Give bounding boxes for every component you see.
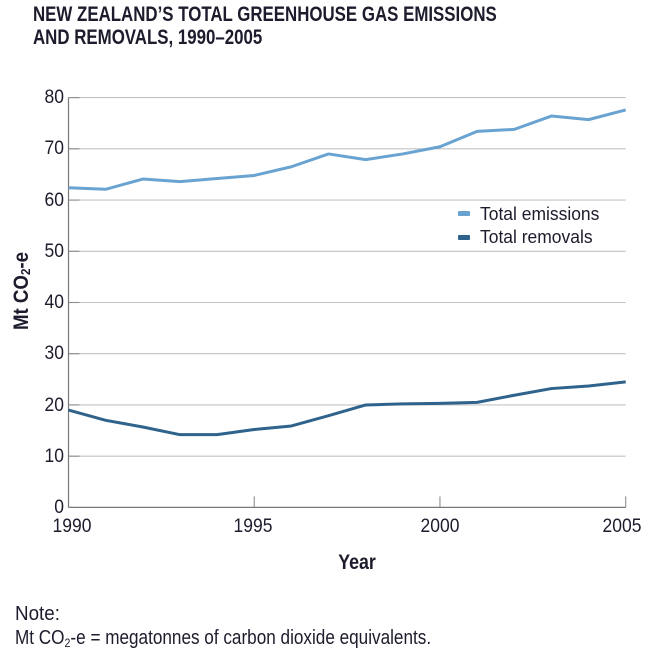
note-label: Note: [15, 603, 60, 625]
chart-title-line-2: AND REMOVALS, 1990–2005 [33, 25, 263, 49]
chart-title: NEW ZEALAND’S TOTAL GREENHOUSE GAS EMISS… [33, 3, 497, 49]
series-line-removals [68, 380, 626, 437]
chart-title-line-1: NEW ZEALAND’S TOTAL GREENHOUSE GAS EMISS… [33, 2, 497, 26]
chart-note: Note: Mt CO2-e = megatonnes of carbon di… [15, 602, 501, 651]
series-line-emissions [68, 108, 627, 191]
legend-swatch-emissions [458, 211, 470, 216]
legend-swatch-removals [458, 234, 470, 240]
y-axis-title: Mt CO2-e [10, 251, 34, 331]
note-text: Mt CO2-e = megatonnes of carbon dioxide … [15, 627, 432, 650]
